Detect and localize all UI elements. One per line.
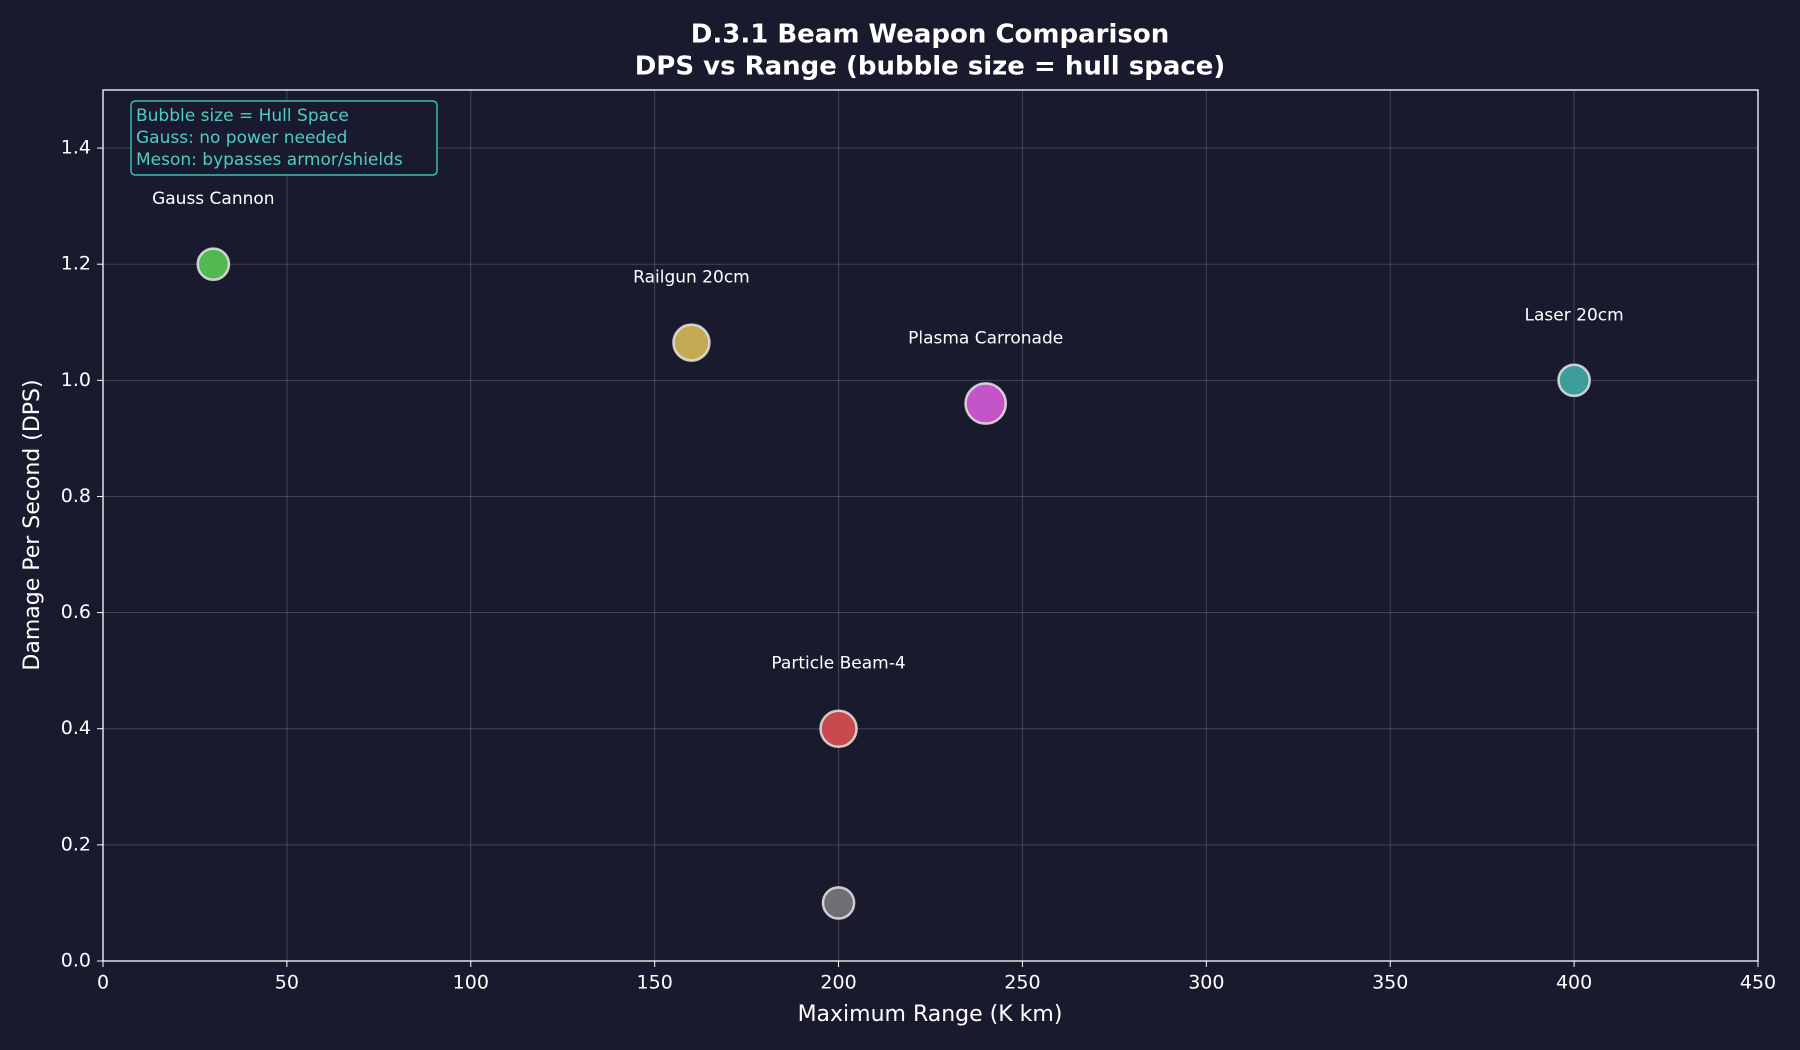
chart-subtitle: DPS vs Range (bubble size = hull space) (635, 52, 1226, 82)
x-tick-label: 450 (1740, 972, 1776, 994)
y-tick-label: 0.0 (61, 950, 91, 972)
annotation-text: Gauss: no power needed (136, 128, 347, 148)
y-tick-label: 0.4 (61, 717, 91, 739)
x-tick-label: 300 (1188, 972, 1224, 994)
x-tick-label: 200 (820, 972, 856, 994)
y-tick-label: 1.0 (61, 369, 91, 391)
x-tick-label: 50 (275, 972, 299, 994)
x-tick-label: 350 (1372, 972, 1408, 994)
x-tick-label: 150 (637, 972, 673, 994)
bubble (821, 886, 856, 920)
bubble (672, 323, 711, 362)
annotation-text: Bubble size = Hull Space (136, 106, 349, 126)
annotation-box (130, 100, 438, 176)
bubble (1557, 363, 1591, 398)
y-tick-label: 0.2 (61, 833, 91, 855)
x-tick-label: 100 (453, 972, 489, 994)
plot-frame (102, 89, 1759, 962)
chart-title: D.3.1 Beam Weapon Comparison (691, 20, 1169, 50)
x-axis-label: Maximum Range (K km) (798, 1002, 1063, 1027)
plot-area (103, 90, 1758, 961)
bubble (964, 382, 1008, 425)
y-tick-label: 0.6 (61, 601, 91, 623)
y-axis-label: Damage Per Second (DPS) (20, 379, 45, 670)
y-tick-label: 1.2 (61, 253, 91, 275)
point-label: Particle Beam-4 (771, 654, 905, 674)
point-label: Plasma Carronade (908, 329, 1063, 349)
y-tick-label: 1.4 (61, 137, 91, 159)
point-label: Railgun 20cm (633, 268, 750, 288)
y-tick-label: 0.8 (61, 485, 91, 507)
point-label: Gauss Cannon (152, 189, 275, 209)
x-tick-label: 0 (97, 972, 109, 994)
x-tick-label: 400 (1556, 972, 1592, 994)
x-tick-label: 250 (1004, 972, 1040, 994)
bubble (819, 709, 858, 748)
bubble (196, 247, 231, 282)
annotation-text: Meson: bypasses armor/shields (136, 150, 403, 170)
point-label: Laser 20cm (1525, 305, 1624, 325)
